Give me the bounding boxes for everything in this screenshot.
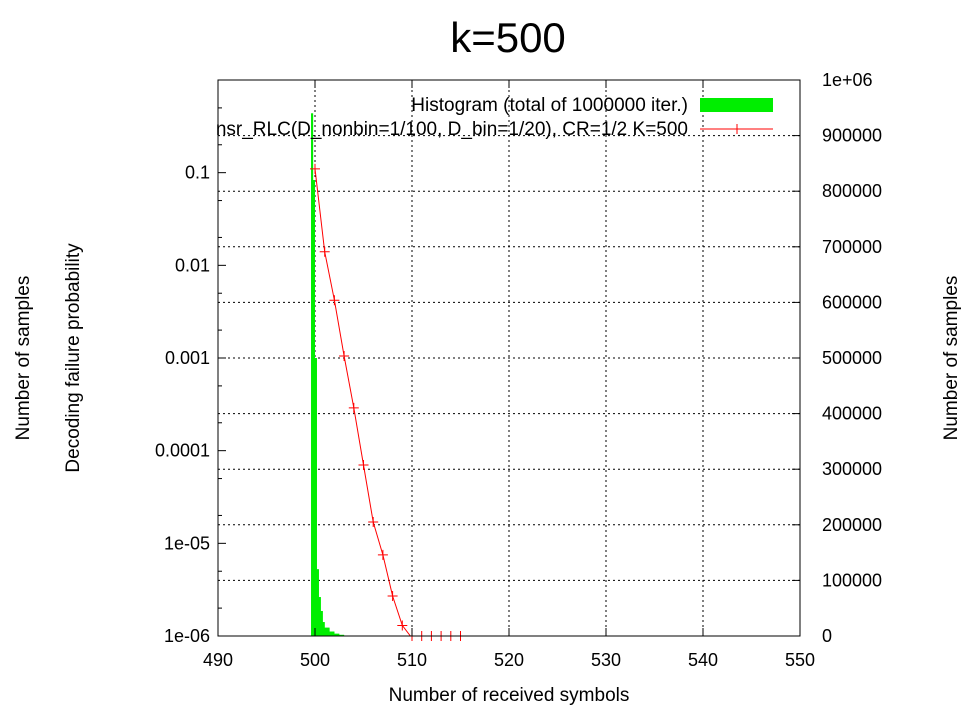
histogram-bar <box>322 622 325 636</box>
x-tick-label: 520 <box>494 650 524 670</box>
y-right-tick-label: 400000 <box>822 404 882 424</box>
x-tick-label: 500 <box>300 650 330 670</box>
chart-title: k=500 <box>450 14 566 61</box>
x-tick-label: 550 <box>785 650 815 670</box>
series-marker <box>348 402 359 413</box>
histogram-bar <box>320 610 323 636</box>
legend-label-histogram: Histogram (total of 1000000 iter.) <box>411 95 688 116</box>
x-tick-label: 540 <box>688 650 718 670</box>
legend: Histogram (total of 1000000 iter.) nsr_R… <box>216 95 773 140</box>
legend-swatch-histogram <box>700 98 773 112</box>
y-right-tick-label: 1e+06 <box>822 70 873 90</box>
series-marker <box>319 246 330 257</box>
series-marker <box>310 163 320 174</box>
histogram-bar <box>329 631 335 636</box>
y-left-tick-label: 0.01 <box>175 255 210 275</box>
y-right-tick-label: 200000 <box>822 515 882 535</box>
x-tick-label: 530 <box>591 650 621 670</box>
series-marker <box>368 516 379 527</box>
y-axis-label-left-outer: Number of samples <box>13 276 34 441</box>
y-left-tick-label: 0.1 <box>185 163 210 183</box>
histogram-bar <box>324 627 330 636</box>
legend-label-line: nsr_RLC(D_nonbin=1/100, D_bin=1/20), CR=… <box>216 119 688 140</box>
series-marker <box>377 549 388 560</box>
y-left-tick-label: 1e-06 <box>164 626 210 646</box>
y-right-tick-label: 500000 <box>822 348 882 368</box>
series-marker <box>358 460 369 471</box>
y-right-tick-label: 900000 <box>822 126 882 146</box>
x-axis-label: Number of received symbols <box>389 685 630 706</box>
x-tick-label: 510 <box>397 650 427 670</box>
histogram-bar <box>318 597 321 636</box>
series-marker <box>329 295 340 306</box>
legend-line-marker <box>732 124 742 134</box>
grid-lines <box>218 80 800 636</box>
y-left-tick-label: 0.0001 <box>155 441 210 461</box>
axis-ticks: 490 500 510 520 530 540 550 0.1 0.01 0.001 0.0001 1… <box>155 70 882 670</box>
histogram-bar <box>339 634 345 636</box>
histogram-series <box>311 113 349 637</box>
y-right-tick-label: 0 <box>822 626 832 646</box>
y-right-tick-label: 300000 <box>822 459 882 479</box>
y-axis-label-right: Number of samples <box>941 276 962 441</box>
histogram-bar <box>313 180 315 636</box>
y-right-tick-label: 100000 <box>822 570 882 590</box>
histogram-bar <box>311 113 314 637</box>
series-line <box>314 168 411 637</box>
series-marker <box>339 351 350 362</box>
histogram-bar <box>315 358 317 636</box>
y-left-tick-label: 0.001 <box>165 348 210 368</box>
series-marker <box>397 620 408 631</box>
x-tick-label: 490 <box>203 650 233 670</box>
series-marker <box>387 591 398 602</box>
y-axis-label-left-inner: Decoding failure probability <box>63 243 84 473</box>
y-left-tick-label: 1e-05 <box>164 533 210 553</box>
y-right-tick-label: 700000 <box>822 237 882 257</box>
failure-probability-series <box>310 163 466 641</box>
histogram-bar <box>316 569 319 636</box>
y-right-tick-label: 600000 <box>822 292 882 312</box>
histogram-bar <box>334 633 340 636</box>
y-right-tick-label: 800000 <box>822 181 882 201</box>
